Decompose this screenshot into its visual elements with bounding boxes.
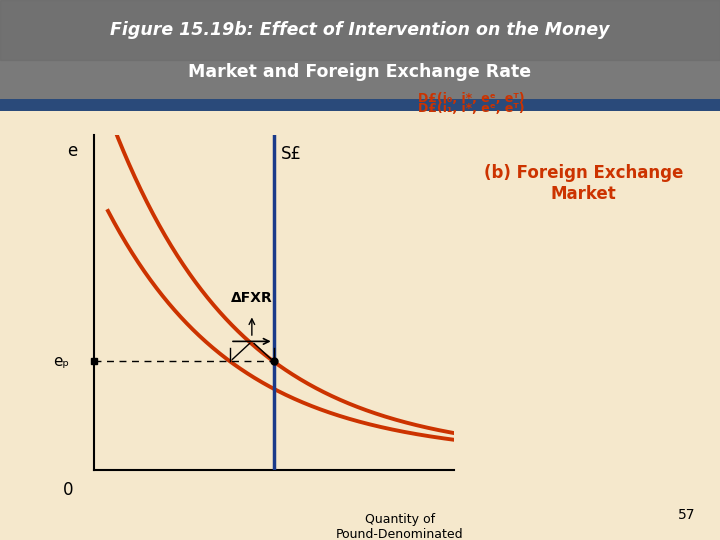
Text: Market and Foreign Exchange Rate: Market and Foreign Exchange Rate bbox=[189, 63, 531, 81]
Bar bbox=[0, 0, 720, 60]
Text: 57: 57 bbox=[678, 508, 695, 522]
Text: (b) Foreign Exchange
Market: (b) Foreign Exchange Market bbox=[484, 164, 683, 203]
Text: D£(i₁, i*, eᵉ, eᵀ): D£(i₁, i*, eᵉ, eᵀ) bbox=[418, 102, 525, 115]
Text: eₚ: eₚ bbox=[53, 354, 69, 369]
Text: D£(i₀, i*, eᵉ, eᵀ): D£(i₀, i*, eᵉ, eᵀ) bbox=[418, 92, 525, 105]
Text: ΔFXR: ΔFXR bbox=[231, 291, 273, 305]
Text: Figure 15.19b: Effect of Intervention on the Money: Figure 15.19b: Effect of Intervention on… bbox=[110, 21, 610, 39]
Text: S£: S£ bbox=[281, 145, 302, 163]
Text: 0: 0 bbox=[63, 481, 73, 499]
Text: e: e bbox=[67, 141, 77, 160]
Text: Quantity of
Pound-Denominated
Deposits: Quantity of Pound-Denominated Deposits bbox=[336, 514, 464, 540]
